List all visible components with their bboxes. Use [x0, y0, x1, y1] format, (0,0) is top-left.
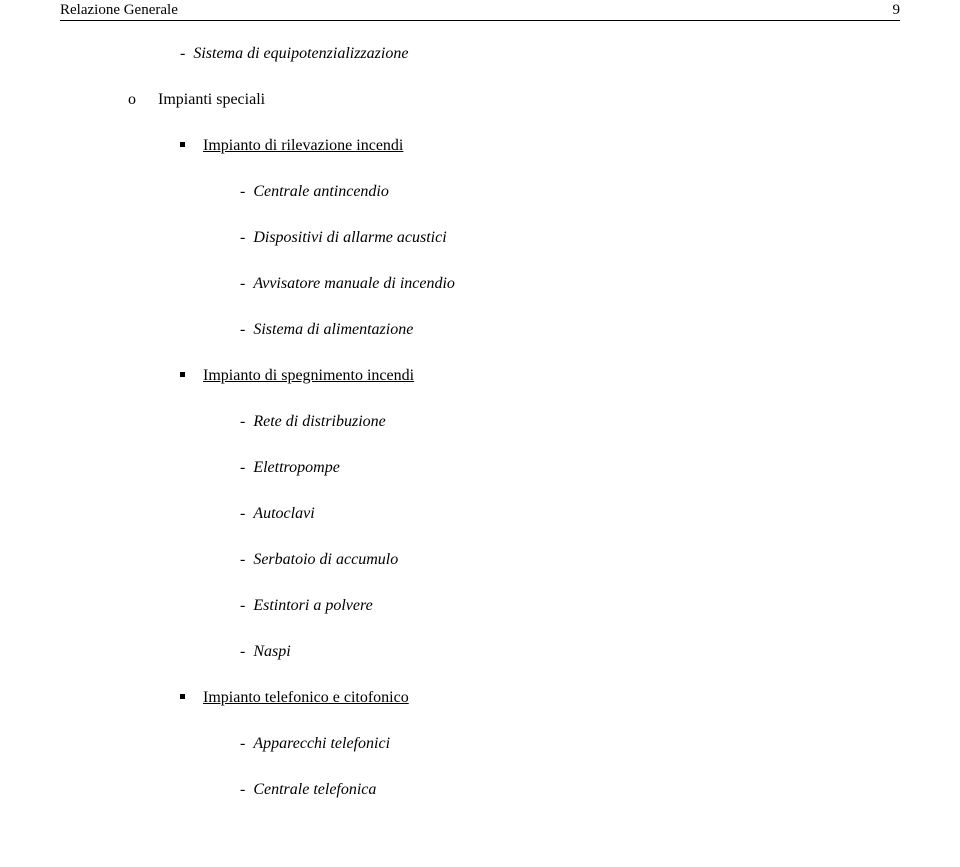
dash-bullet: -	[180, 45, 185, 62]
list-item: -Sistema di equipotenzializzazione	[180, 45, 900, 63]
item-text: Apparecchi telefonici	[253, 735, 390, 752]
dash-bullet: -	[240, 643, 245, 660]
item-text: Centrale telefonica	[253, 781, 376, 798]
item-text: Sistema di equipotenzializzazione	[193, 45, 408, 62]
item-text: Naspi	[253, 643, 290, 660]
list-item: -Dispositivi di allarme acustici	[240, 229, 900, 247]
square-bullet	[180, 142, 185, 147]
dash-bullet: -	[240, 229, 245, 246]
item-text: Sistema di alimentazione	[253, 321, 413, 338]
item-text: Dispositivi di allarme acustici	[253, 229, 446, 246]
list-item: -Estintori a polvere	[240, 597, 900, 615]
dash-bullet: -	[240, 275, 245, 292]
dash-bullet: -	[240, 413, 245, 430]
dash-bullet: -	[240, 735, 245, 752]
item-text: Avvisatore manuale di incendio	[253, 275, 455, 292]
list-item: -Avvisatore manuale di incendio	[240, 275, 900, 293]
item-text: Impianto telefonico e citofonico	[203, 689, 409, 706]
dash-bullet: -	[240, 781, 245, 798]
page-header: Relazione Generale 9	[60, 0, 900, 21]
circle-bullet: o	[128, 91, 138, 109]
dash-bullet: -	[240, 183, 245, 200]
item-text: Autoclavi	[253, 505, 314, 522]
list-item: Impianto di spegnimento incendi	[180, 367, 900, 385]
list-item: -Centrale antincendio	[240, 183, 900, 201]
list-item: Impianto telefonico e citofonico	[180, 689, 900, 707]
square-bullet	[180, 694, 185, 699]
list-item: -Autoclavi	[240, 505, 900, 523]
list-item: -Elettropompe	[240, 459, 900, 477]
dash-bullet: -	[240, 321, 245, 338]
item-text: Impianto di rilevazione incendi	[203, 137, 403, 154]
item-text: Estintori a polvere	[253, 597, 372, 614]
list-item: -Rete di distribuzione	[240, 413, 900, 431]
list-item: Impianto di rilevazione incendi	[180, 137, 900, 155]
dash-bullet: -	[240, 505, 245, 522]
item-text: Serbatoio di accumulo	[253, 551, 398, 568]
page-container: Relazione Generale 9 -Sistema di equipot…	[0, 0, 960, 867]
page-number: 9	[893, 2, 901, 19]
item-text: Centrale antincendio	[253, 183, 389, 200]
item-text: Rete di distribuzione	[253, 413, 385, 430]
list-item: -Apparecchi telefonici	[240, 735, 900, 753]
dash-bullet: -	[240, 597, 245, 614]
list-item: -Naspi	[240, 643, 900, 661]
list-item: o Impianti speciali	[128, 91, 900, 109]
item-text: Impianti speciali	[158, 91, 265, 108]
dash-bullet: -	[240, 459, 245, 476]
header-title: Relazione Generale	[60, 2, 178, 19]
square-bullet	[180, 372, 185, 377]
list-item: -Serbatoio di accumulo	[240, 551, 900, 569]
list-item: -Centrale telefonica	[240, 781, 900, 799]
item-text: Elettropompe	[253, 459, 340, 476]
item-text: Impianto di spegnimento incendi	[203, 367, 414, 384]
list-item: -Sistema di alimentazione	[240, 321, 900, 339]
dash-bullet: -	[240, 551, 245, 568]
